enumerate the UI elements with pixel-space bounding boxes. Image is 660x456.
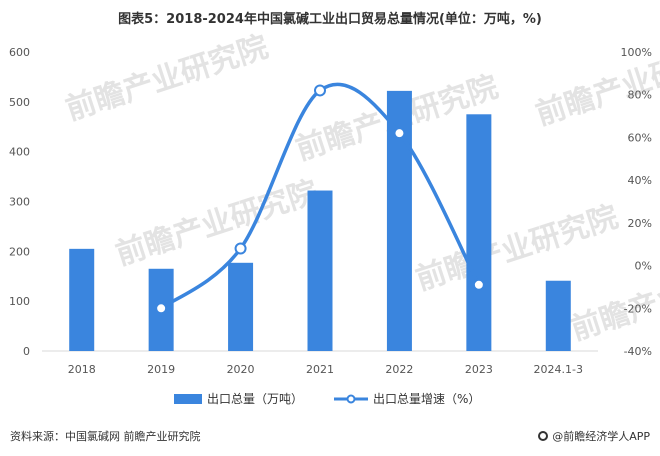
x-tick-label: 2022: [385, 363, 413, 376]
bar: [466, 114, 492, 352]
watermark-text: 前瞻产业研究院: [112, 174, 323, 272]
x-tick-label: 2021: [306, 363, 334, 376]
x-tick-label: 2023: [465, 363, 493, 376]
y-left-tick-label: 100: [9, 295, 30, 308]
y-left-tick-label: 200: [9, 245, 30, 258]
legend-bar-swatch: [174, 394, 202, 404]
bar: [228, 262, 254, 351]
source-note: 资料来源：中国氯碱网 前瞻产业研究院: [10, 430, 201, 443]
y-right-tick-label: 80%: [628, 89, 652, 102]
watermark-text: 前瞻产业研究院: [62, 29, 273, 127]
legend-line-label: 出口总量增速（%）: [373, 392, 480, 406]
watermark-text: 前瞻产业研究院: [412, 199, 623, 297]
y-left-tick-label: 0: [23, 345, 30, 358]
y-left-tick-label: 600: [9, 46, 30, 59]
brand-label: @前瞻经济学人APP: [538, 428, 650, 444]
x-tick-label: 2019: [147, 363, 175, 376]
growth-point: [234, 242, 247, 255]
growth-point: [314, 84, 326, 97]
y-right-tick-label: -20%: [624, 302, 652, 315]
x-tick-label: 2020: [227, 363, 255, 376]
y-left-tick-label: 400: [9, 146, 30, 159]
bar: [307, 190, 333, 351]
legend-bar-label: 出口总量（万吨）: [207, 392, 303, 406]
bar: [545, 280, 571, 351]
brand-logo-icon: [538, 431, 549, 441]
x-tick-label: 2024.1-3: [534, 363, 583, 376]
growth-point: [155, 302, 168, 315]
legend-line-marker: [346, 394, 356, 404]
growth-point: [472, 278, 485, 291]
y-right-tick-label: -40%: [624, 345, 652, 358]
y-right-tick-label: 20%: [628, 217, 652, 230]
y-right-tick-label: 60%: [628, 131, 652, 144]
y-right-tick-label: 100%: [621, 46, 652, 59]
growth-point: [393, 127, 406, 140]
bar: [69, 248, 95, 351]
y-right-tick-label: 0%: [635, 260, 652, 273]
y-left-tick-label: 500: [9, 96, 30, 109]
chart-title: 图表5：2018-2024年中国氯碱工业出口贸易总量情况(单位：万吨，%): [118, 12, 542, 27]
brand-text: @前瞻经济学人APP: [552, 430, 650, 443]
x-tick-label: 2018: [68, 363, 96, 376]
y-right-tick-label: 40%: [628, 174, 652, 187]
y-left-tick-label: 300: [9, 196, 30, 209]
